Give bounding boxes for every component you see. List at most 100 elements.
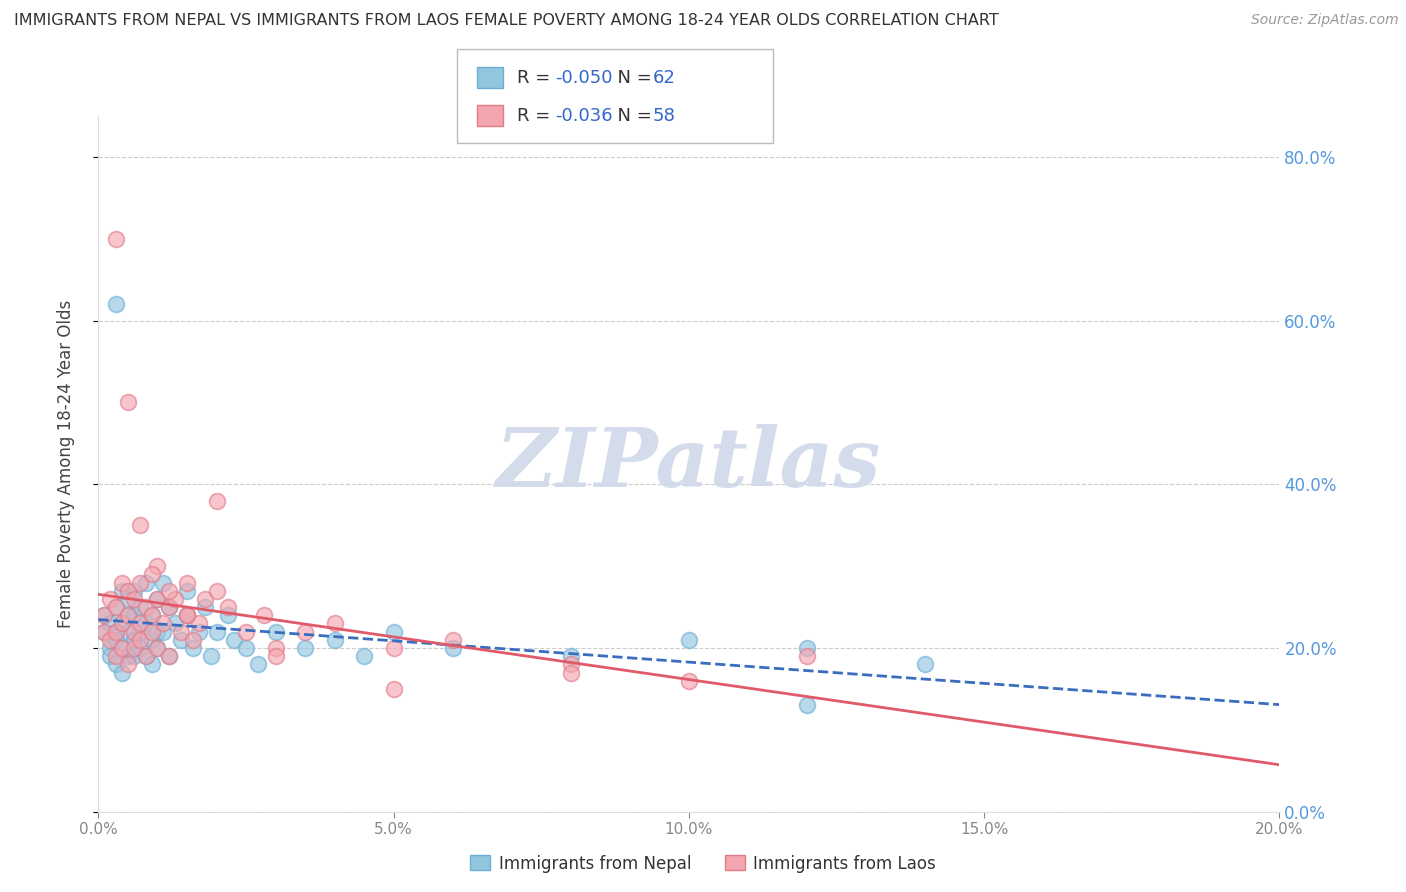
Point <box>187 616 209 631</box>
Point <box>146 624 169 639</box>
Point <box>122 632 145 647</box>
Point <box>111 616 134 631</box>
Point <box>135 575 157 590</box>
Point <box>157 600 180 615</box>
Point <box>165 616 187 631</box>
Point <box>93 624 115 639</box>
Point <box>98 632 121 647</box>
Point <box>128 632 150 647</box>
Point <box>117 608 139 623</box>
Point <box>122 624 145 639</box>
Point <box>98 616 121 631</box>
Point <box>264 649 287 664</box>
Point <box>135 600 157 615</box>
Point <box>105 600 128 615</box>
Point <box>105 624 128 639</box>
Point <box>98 649 121 664</box>
Point <box>105 297 128 311</box>
Point <box>141 567 163 582</box>
Point <box>157 583 180 598</box>
Point <box>560 657 582 672</box>
Point <box>181 640 204 655</box>
Point <box>111 575 134 590</box>
Point <box>200 649 222 664</box>
Point <box>146 559 169 574</box>
Point <box>111 616 134 631</box>
Point <box>93 624 115 639</box>
Point <box>152 616 174 631</box>
Point <box>294 640 316 655</box>
Point <box>141 608 163 623</box>
Point <box>111 665 134 680</box>
Point <box>117 591 139 606</box>
Point <box>157 649 180 664</box>
Point <box>141 624 163 639</box>
Point <box>111 583 134 598</box>
Point <box>678 632 700 647</box>
Point <box>122 608 145 623</box>
Point <box>246 657 269 672</box>
Point <box>135 616 157 631</box>
Point <box>217 608 239 623</box>
Point <box>128 575 150 590</box>
Point <box>105 632 128 647</box>
Point <box>796 640 818 655</box>
Point <box>98 640 121 655</box>
Point <box>382 624 405 639</box>
Point <box>235 640 257 655</box>
Point <box>157 600 180 615</box>
Point <box>105 624 128 639</box>
Point <box>560 649 582 664</box>
Point <box>117 649 139 664</box>
Point <box>146 591 169 606</box>
Point <box>187 624 209 639</box>
Point <box>111 640 134 655</box>
Point <box>98 591 121 606</box>
Point <box>135 649 157 664</box>
Point <box>235 624 257 639</box>
Point <box>157 649 180 664</box>
Point <box>176 608 198 623</box>
Point <box>128 640 150 655</box>
Point <box>323 616 346 631</box>
Text: -0.036: -0.036 <box>555 107 613 125</box>
Point <box>181 632 204 647</box>
Point <box>176 608 198 623</box>
Point <box>128 616 150 631</box>
Text: -0.050: -0.050 <box>555 69 613 87</box>
Point <box>170 624 193 639</box>
Point <box>323 632 346 647</box>
Point <box>217 600 239 615</box>
Point <box>117 395 139 409</box>
Point <box>176 575 198 590</box>
Point <box>128 600 150 615</box>
Point <box>117 657 139 672</box>
Text: R =: R = <box>517 69 557 87</box>
Point <box>382 681 405 696</box>
Point <box>146 591 169 606</box>
Text: N =: N = <box>606 69 658 87</box>
Point <box>194 591 217 606</box>
Point <box>146 640 169 655</box>
Point <box>441 640 464 655</box>
Point <box>141 608 163 623</box>
Point <box>294 624 316 639</box>
Point <box>253 608 276 623</box>
Point <box>117 608 139 623</box>
Point <box>678 673 700 688</box>
Point <box>135 649 157 664</box>
Point <box>264 640 287 655</box>
Legend: Immigrants from Nepal, Immigrants from Laos: Immigrants from Nepal, Immigrants from L… <box>464 848 942 880</box>
Point <box>224 632 246 647</box>
Point <box>796 698 818 713</box>
Point <box>146 640 169 655</box>
Point <box>93 608 115 623</box>
Text: Source: ZipAtlas.com: Source: ZipAtlas.com <box>1251 13 1399 28</box>
Point <box>205 583 228 598</box>
Point <box>128 518 150 533</box>
Point <box>264 624 287 639</box>
Point <box>560 665 582 680</box>
Point <box>194 600 217 615</box>
Point <box>105 600 128 615</box>
Point <box>105 232 128 246</box>
